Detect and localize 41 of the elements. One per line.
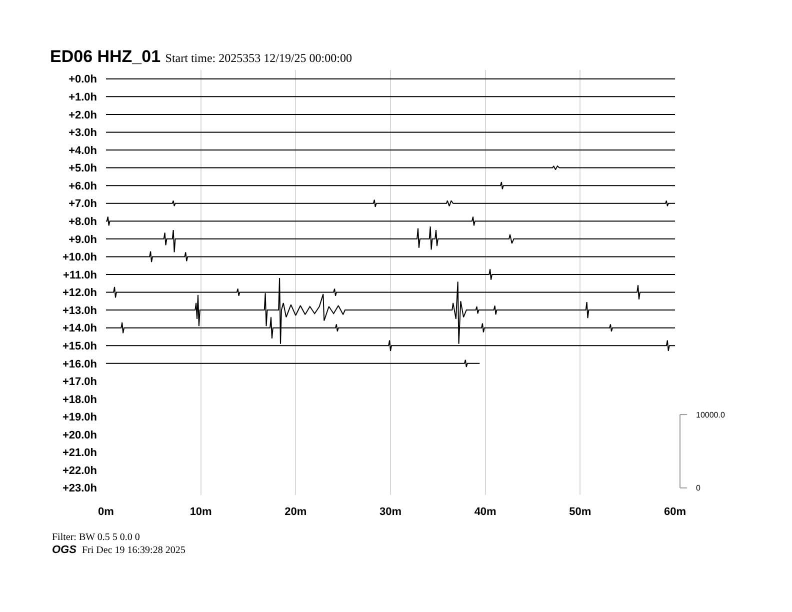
- y-tick-label: +5.0h: [68, 162, 98, 175]
- chart-subtitle: Start time: 2025353 12/19/25 00:00:00: [165, 50, 352, 65]
- x-tick-label: 40m: [474, 506, 497, 518]
- x-tick-label: 20m: [284, 506, 307, 518]
- y-tick-label: +18.0h: [62, 394, 98, 406]
- y-tick-label: +17.0h: [62, 376, 98, 388]
- y-tick-label: +7.0h: [68, 198, 98, 210]
- y-tick-label: +11.0h: [63, 269, 98, 282]
- text: Fri Dec 19 16:39:28 2025: [82, 545, 186, 556]
- y-tick-label: +0.0h: [68, 74, 98, 86]
- line-series: [106, 250, 675, 263]
- y-tick-label: +16.0h: [62, 358, 98, 370]
- y-tick-label: +12.0h: [62, 287, 98, 300]
- y-tick-label: +23.0h: [62, 482, 98, 495]
- line-series: [106, 226, 675, 253]
- y-tick-label: +6.0h: [68, 180, 98, 192]
- y-tick-label: +15.0h: [62, 340, 98, 352]
- x-tick-label: 0m: [98, 506, 114, 518]
- text: Filter: BW 0.5 5 0.0 0: [52, 532, 140, 543]
- y-tick-label: +22.0h: [62, 464, 98, 477]
- text: OGS: [52, 544, 78, 556]
- chart-title: ED06 HHZ_01: [50, 46, 161, 66]
- y-tick-label: +10.0h: [62, 252, 98, 264]
- y2-tick-label: 0: [696, 484, 701, 493]
- x-tick-label: 50m: [569, 506, 592, 518]
- y-tick-label: +19.0h: [62, 412, 98, 424]
- y-tick-label: +21.0h: [62, 447, 98, 460]
- x-tick-label: 30m: [379, 506, 402, 518]
- x-tick-label: 10m: [190, 506, 212, 518]
- y-tick-label: +3.0h: [68, 127, 98, 140]
- y-tick-label: +2.0h: [68, 109, 98, 122]
- y-tick-label: +13.0h: [62, 304, 98, 317]
- x-tick-label: 60m: [664, 506, 686, 518]
- y-tick-label: +20.0h: [62, 429, 98, 442]
- y-tick-label: +8.0h: [68, 216, 98, 228]
- y-tick-label: +1.0h: [68, 92, 98, 104]
- y-tick-label: +4.0h: [68, 144, 98, 157]
- y-tick-label: +9.0h: [68, 234, 98, 246]
- y2-tick-label: 10000.0: [696, 410, 726, 420]
- line-series: [106, 199, 675, 208]
- y-tick-label: +14.0h: [62, 322, 98, 335]
